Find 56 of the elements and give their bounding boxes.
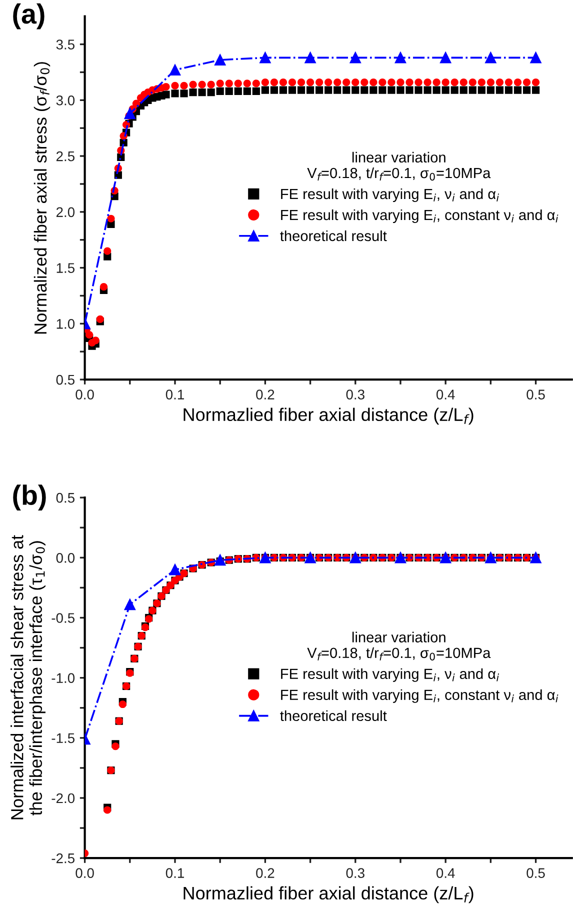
x-axis-title: Normazlied fiber axial distance (z/L$_{f}$) (184, 886, 474, 904)
point (394, 52, 406, 64)
y-axis-title: Normalized interfacial shear stress at the fiber/interphase interface (τ$_{1}$/σ$_{0}$) (10, 535, 46, 820)
point (214, 554, 226, 566)
y-tick-label: 2.0 (56, 207, 75, 218)
point (169, 64, 181, 76)
legend-label: theoretical result (280, 230, 387, 242)
x-tick-label: 0.5 (526, 390, 545, 400)
legend-label: FE result with varying E$_{i}$, constant ν$_{i}$ and α$_{i}$ (281, 689, 558, 703)
y-tick-label: 0.5 (56, 374, 74, 385)
y-tick-label: 1.5 (56, 263, 74, 273)
y-tick-label: 1.0 (56, 319, 75, 329)
x-tick-label: 0.0 (76, 868, 94, 878)
point (260, 52, 271, 64)
legend-label: FE result with varying E$_{i}$, ν$_{i}$ and α$_{i}$ (281, 188, 500, 202)
y-tick-label: -2.5 (52, 853, 74, 864)
point (104, 806, 112, 814)
y-tick-label: -1.0 (52, 673, 75, 683)
point (124, 598, 136, 610)
point (118, 700, 126, 708)
y-tick-label: 0.0 (56, 553, 75, 563)
x-tick-label: 0.3 (346, 390, 364, 400)
y-axis-title: Normalized fiber axial stress (σ$_{f}$/σ$_{0}$) (34, 62, 50, 334)
text: (b) (13, 484, 46, 511)
point (169, 564, 181, 576)
x-tick-label: 0.1 (166, 868, 184, 878)
text: (a) (13, 3, 44, 30)
y-tick-label: 3.0 (56, 95, 75, 106)
point (350, 52, 361, 64)
legend-label: FE result with varying E$_{i}$, constant ν$_{i}$ and α$_{i}$ (281, 209, 558, 224)
x-tick-label: 0.3 (346, 868, 364, 878)
x-tick-label: 0.0 (76, 390, 94, 400)
x-tick-label: 0.4 (436, 868, 455, 878)
x-tick-label: 0.2 (256, 868, 274, 878)
point (304, 52, 316, 64)
x-axis-title: Normazlied fiber axial distance (z/L$_{f}$) (184, 408, 474, 425)
x-tick-label: 0.2 (256, 390, 274, 400)
legend-label: FE result with varying E$_{i}$, ν$_{i}$ and α$_{i}$ (281, 668, 500, 682)
text: linear variation V$_{f}$=0.18, t/r$_{f}$=0.1, σ$_{0}$=10MPa (307, 152, 491, 181)
point (485, 52, 496, 64)
x-tick-label: 0.5 (526, 868, 545, 878)
point (440, 52, 452, 64)
y-tick-label: -0.5 (52, 613, 74, 623)
point (214, 54, 226, 66)
x-tick-label: 0.4 (436, 390, 455, 400)
y-tick-label: 2.5 (56, 151, 74, 162)
y-tick-label: -1.5 (52, 733, 74, 744)
y-tick-label: 3.5 (56, 40, 74, 50)
point (124, 108, 136, 120)
y-tick-label: 0.5 (56, 492, 74, 503)
point (530, 52, 542, 64)
x-tick-label: 0.1 (166, 390, 184, 400)
text: linear variation V$_{f}$=0.18, t/r$_{f}$=0.1, σ$_{0}$=10MPa (307, 632, 491, 660)
y-tick-label: -2.0 (52, 793, 75, 804)
legend-label: theoretical result (280, 710, 387, 722)
point (112, 742, 120, 750)
